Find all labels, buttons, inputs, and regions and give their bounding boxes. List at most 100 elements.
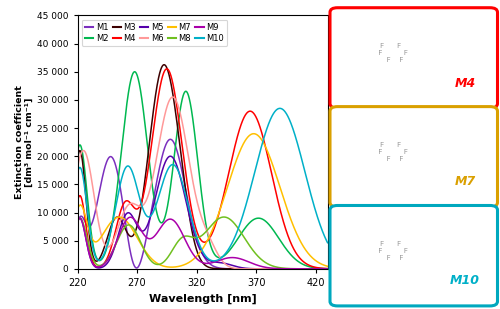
M5: [318, 267, 324, 271]
M4: [88, 251, 94, 255]
M1: [272, 267, 278, 271]
M4: [164, 67, 170, 71]
M9: [196, 259, 202, 263]
Line: M9: M9: [78, 217, 328, 269]
M8: [317, 267, 323, 271]
Text: M10: M10: [450, 274, 480, 287]
M7: [168, 265, 174, 269]
M4: [318, 266, 324, 270]
M1: [196, 244, 202, 248]
M6: [196, 208, 202, 211]
M10: [196, 242, 202, 245]
M10: [88, 231, 94, 235]
M9: [317, 267, 323, 271]
M7: [190, 258, 196, 262]
Text: M7: M7: [454, 176, 475, 188]
M6: [170, 95, 175, 99]
M4: [190, 213, 196, 216]
M6: [88, 170, 94, 174]
M4: [196, 235, 202, 239]
M2: [74, 150, 80, 154]
M10: [318, 224, 324, 227]
M3: [317, 267, 323, 271]
M10: [277, 107, 283, 110]
M4: [272, 184, 278, 188]
M10: [190, 220, 196, 224]
M1: [190, 221, 196, 224]
M2: [196, 172, 202, 176]
M3: [74, 158, 80, 162]
M1: [74, 221, 80, 225]
M1: [324, 267, 330, 271]
M6: [317, 267, 323, 271]
Text: F   F
 F     F
  F  F: F F F F F F: [374, 241, 408, 261]
M7: [324, 265, 330, 268]
Legend: M1, M2, M3, M4, M5, M6, M7, M8, M9, M10: M1, M2, M3, M4, M5, M6, M7, M8, M9, M10: [82, 19, 228, 46]
M2: [272, 230, 278, 234]
Text: F   F
 F     F
  F  F: F F F F F F: [374, 43, 408, 63]
M4: [324, 267, 330, 270]
M6: [74, 166, 80, 169]
M8: [272, 265, 278, 269]
M2: [317, 266, 323, 270]
M5: [74, 220, 80, 224]
M7: [196, 252, 202, 255]
Line: M5: M5: [78, 156, 328, 269]
M5: [272, 267, 278, 271]
M6: [318, 267, 324, 271]
M3: [196, 255, 202, 259]
M4: [317, 266, 323, 270]
M9: [324, 267, 330, 271]
M7: [272, 169, 278, 172]
Line: M7: M7: [78, 134, 328, 267]
M2: [318, 266, 324, 270]
M7: [318, 262, 324, 265]
M8: [221, 215, 227, 219]
M8: [74, 219, 80, 223]
M8: [318, 267, 324, 271]
M8: [324, 267, 330, 271]
M8: [196, 235, 202, 239]
M1: [168, 138, 173, 141]
Line: M6: M6: [78, 97, 328, 269]
Line: M2: M2: [78, 72, 328, 269]
M7: [74, 208, 80, 211]
M2: [324, 267, 330, 271]
M5: [88, 256, 94, 260]
M9: [318, 267, 324, 271]
M2: [190, 116, 196, 119]
Text: M4: M4: [454, 77, 475, 90]
M6: [324, 267, 330, 271]
M5: [196, 246, 202, 250]
M7: [88, 232, 94, 236]
M3: [161, 63, 167, 66]
M3: [190, 232, 196, 235]
M4: [74, 199, 80, 203]
M5: [317, 267, 323, 271]
M9: [128, 215, 134, 219]
M2: [88, 223, 94, 227]
M5: [190, 226, 196, 230]
Line: M8: M8: [78, 217, 328, 269]
M10: [272, 110, 278, 114]
Y-axis label: Extinction coefficient
[dm³ mol⁻¹ cm⁻¹]: Extinction coefficient [dm³ mol⁻¹ cm⁻¹]: [14, 85, 34, 199]
M8: [190, 235, 196, 239]
M1: [317, 267, 323, 271]
Line: M1: M1: [78, 139, 328, 269]
M3: [318, 267, 324, 271]
M6: [190, 178, 196, 182]
Line: M3: M3: [78, 65, 328, 269]
M1: [88, 224, 94, 228]
M10: [211, 259, 217, 263]
M7: [250, 132, 256, 136]
M3: [88, 240, 94, 244]
M3: [272, 267, 278, 271]
M10: [74, 171, 80, 175]
M9: [74, 220, 80, 224]
M1: [318, 267, 324, 271]
Line: M4: M4: [78, 69, 328, 269]
M10: [318, 224, 324, 228]
M9: [272, 267, 278, 270]
M10: [324, 241, 330, 244]
M5: [324, 267, 330, 271]
